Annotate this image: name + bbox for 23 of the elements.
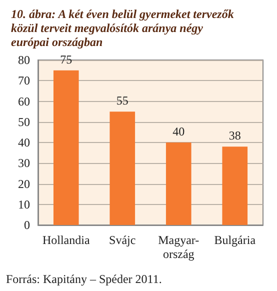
y-tick-label: 0	[24, 218, 30, 232]
y-tick-label: 80	[18, 53, 30, 67]
bar	[166, 142, 192, 225]
x-tick-label: Bulgária	[214, 233, 256, 247]
y-tick-label: 40	[18, 136, 30, 150]
x-tick-label: Hollandia	[42, 233, 90, 247]
data-label: 38	[228, 128, 241, 143]
y-tick-label: 10	[18, 197, 30, 212]
data-label: 40	[172, 124, 185, 138]
y-tick-label: 50	[18, 114, 30, 129]
y-tick-label: 30	[18, 156, 30, 170]
data-label: 75	[60, 52, 72, 66]
data-label: 55	[116, 94, 128, 108]
x-tick-label: Svájc	[109, 233, 136, 247]
y-tick-label: 70	[18, 74, 30, 88]
bar	[53, 70, 79, 225]
chart-title: 10. ábra: A két éven belül gyermeket tervezők közül terveit megvalósítók aránya négy európai országban	[11, 7, 237, 49]
bar	[110, 112, 136, 225]
bar	[222, 146, 248, 225]
x-tick-label: Magyar- ország	[158, 233, 200, 261]
text: Forrás: Kapitány – Spéder 2011.	[6, 272, 162, 286]
y-tick-label: 60	[18, 94, 30, 108]
y-tick-label: 20	[18, 176, 30, 191]
